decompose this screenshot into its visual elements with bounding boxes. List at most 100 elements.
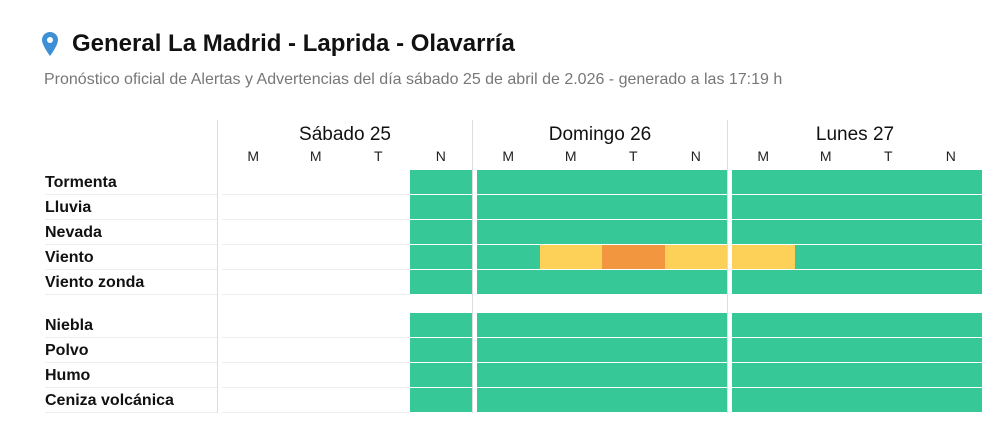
alert-cell-none[interactable] <box>539 363 602 388</box>
alert-cell-none[interactable] <box>664 313 727 338</box>
empty-cell <box>222 245 285 270</box>
period-label: M <box>564 148 577 164</box>
period-label: T <box>373 148 383 164</box>
period-label: N <box>690 148 701 164</box>
alert-cell-yellow[interactable] <box>664 245 727 270</box>
alert-cell-none[interactable] <box>664 363 727 388</box>
empty-cell <box>347 363 410 388</box>
alert-cell-none[interactable] <box>409 388 472 413</box>
alert-cell-yellow[interactable] <box>732 245 795 270</box>
group-spacer <box>45 295 982 313</box>
alert-cell-none[interactable] <box>857 170 920 195</box>
alert-cell-none[interactable] <box>732 195 795 220</box>
empty-cell <box>284 170 347 195</box>
alert-cell-none[interactable] <box>919 388 982 413</box>
alert-cell-none[interactable] <box>732 270 795 295</box>
alert-cell-none[interactable] <box>539 195 602 220</box>
alert-cell-none[interactable] <box>794 338 857 363</box>
alert-cell-none[interactable] <box>539 220 602 245</box>
alert-cell-orange[interactable] <box>602 245 665 270</box>
phenomenon-label: Viento zonda <box>45 270 217 295</box>
alert-cell-yellow[interactable] <box>539 245 602 270</box>
alert-cell-none[interactable] <box>602 363 665 388</box>
alert-cell-none[interactable] <box>794 220 857 245</box>
alert-cell-none[interactable] <box>857 220 920 245</box>
alert-cell-none[interactable] <box>857 245 920 270</box>
alert-cell-none[interactable] <box>857 338 920 363</box>
alert-cell-none[interactable] <box>477 338 540 363</box>
alert-cell-none[interactable] <box>602 220 665 245</box>
empty-cell <box>347 388 410 413</box>
alert-cell-none[interactable] <box>602 388 665 413</box>
alert-cell-none[interactable] <box>409 338 472 363</box>
alert-cell-none[interactable] <box>539 388 602 413</box>
alert-cell-none[interactable] <box>409 170 472 195</box>
alert-cell-none[interactable] <box>794 270 857 295</box>
alert-cell-none[interactable] <box>919 338 982 363</box>
alert-cell-none[interactable] <box>919 245 982 270</box>
alert-cell-none[interactable] <box>664 170 727 195</box>
alert-cell-none[interactable] <box>664 338 727 363</box>
alert-cell-none[interactable] <box>409 220 472 245</box>
alert-cell-none[interactable] <box>477 313 540 338</box>
alert-cell-none[interactable] <box>539 338 602 363</box>
alert-cell-none[interactable] <box>602 270 665 295</box>
alert-cell-none[interactable] <box>477 363 540 388</box>
alert-cell-none[interactable] <box>919 313 982 338</box>
alert-cell-none[interactable] <box>857 363 920 388</box>
alert-cell-none[interactable] <box>919 170 982 195</box>
alert-cell-none[interactable] <box>794 388 857 413</box>
alert-cell-none[interactable] <box>664 388 727 413</box>
alert-cell-none[interactable] <box>794 363 857 388</box>
alert-cell-none[interactable] <box>602 195 665 220</box>
alert-cell-none[interactable] <box>919 220 982 245</box>
alert-cell-none[interactable] <box>539 313 602 338</box>
day-name: Lunes 27 <box>815 124 895 145</box>
alert-cell-none[interactable] <box>409 245 472 270</box>
empty-cell <box>222 220 285 245</box>
alert-cell-none[interactable] <box>794 170 857 195</box>
empty-cell <box>347 245 410 270</box>
alert-cell-none[interactable] <box>919 363 982 388</box>
alert-cell-none[interactable] <box>732 363 795 388</box>
alert-cell-none[interactable] <box>664 220 727 245</box>
alert-cell-none[interactable] <box>477 388 540 413</box>
empty-cell <box>284 363 347 388</box>
alert-cell-none[interactable] <box>477 170 540 195</box>
alert-cell-none[interactable] <box>857 313 920 338</box>
alert-cell-none[interactable] <box>602 313 665 338</box>
alert-cell-none[interactable] <box>539 270 602 295</box>
alert-cell-none[interactable] <box>602 338 665 363</box>
alert-cell-none[interactable] <box>732 388 795 413</box>
alert-cell-none[interactable] <box>732 220 795 245</box>
alert-cell-none[interactable] <box>794 195 857 220</box>
alert-cell-none[interactable] <box>794 313 857 338</box>
alert-cell-none[interactable] <box>857 270 920 295</box>
alert-cell-none[interactable] <box>919 195 982 220</box>
alert-cell-none[interactable] <box>477 195 540 220</box>
alert-cell-none[interactable] <box>794 245 857 270</box>
alert-cell-none[interactable] <box>477 220 540 245</box>
alert-cell-none[interactable] <box>477 270 540 295</box>
alert-cell-none[interactable] <box>539 170 602 195</box>
alert-cell-none[interactable] <box>409 270 472 295</box>
alert-cell-none[interactable] <box>602 170 665 195</box>
period-label: M <box>309 148 322 164</box>
alert-cell-none[interactable] <box>409 363 472 388</box>
alert-cell-none[interactable] <box>477 245 540 270</box>
alert-cell-none[interactable] <box>919 270 982 295</box>
alert-cell-none[interactable] <box>857 195 920 220</box>
alert-cell-none[interactable] <box>409 195 472 220</box>
alert-cell-none[interactable] <box>664 270 727 295</box>
alert-cell-none[interactable] <box>732 338 795 363</box>
alert-cell-none[interactable] <box>664 195 727 220</box>
day-column-header: Sábado 25 M M T N <box>217 120 472 170</box>
alert-row: Polvo <box>45 338 982 363</box>
alert-cell-none[interactable] <box>732 313 795 338</box>
empty-cell <box>347 338 410 363</box>
empty-cell <box>222 313 285 338</box>
alert-cell-none[interactable] <box>409 313 472 338</box>
empty-cell <box>284 313 347 338</box>
alert-cell-none[interactable] <box>732 170 795 195</box>
alert-cell-none[interactable] <box>857 388 920 413</box>
